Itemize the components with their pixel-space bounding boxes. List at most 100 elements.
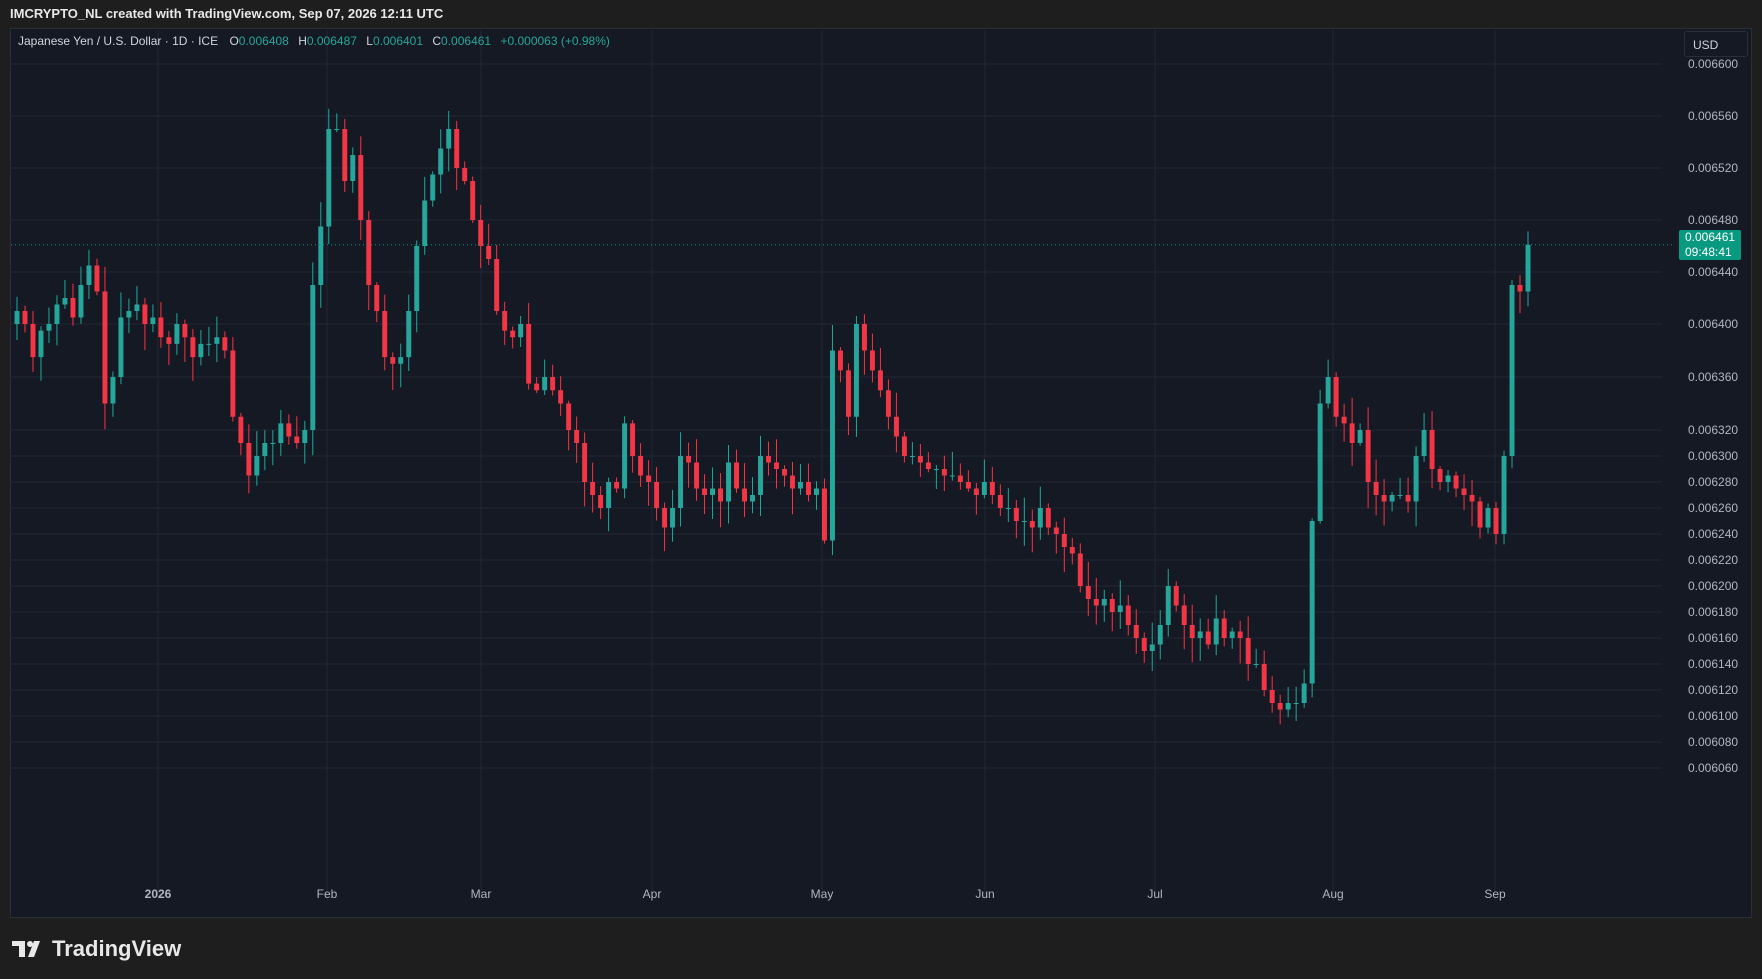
candle-body (1125, 605, 1131, 625)
candle-body (821, 488, 827, 541)
candle-body (861, 324, 867, 351)
close-value: 0.006461 (441, 34, 492, 48)
candle-body (134, 304, 140, 311)
candle-body (1133, 625, 1139, 638)
candle-body (1421, 430, 1427, 456)
candle-body (526, 324, 532, 384)
candle-body (86, 265, 92, 285)
candle-body (1237, 631, 1243, 638)
candle-body (270, 443, 276, 444)
candle-body (1453, 475, 1459, 489)
candle-body (1485, 508, 1491, 528)
candle-body (1053, 527, 1059, 534)
candle-body (1469, 495, 1475, 502)
low-label: L (366, 34, 373, 48)
x-tick-label: Sep (1484, 887, 1506, 901)
candle-body (310, 285, 316, 430)
candle-body (1357, 430, 1363, 443)
candle-body (869, 350, 875, 371)
candle-body (805, 482, 811, 495)
candle-body (214, 337, 220, 344)
candle-body (102, 291, 108, 404)
candle-body (949, 475, 955, 477)
candle-body (510, 330, 516, 338)
candle-body (1445, 475, 1451, 482)
candle-body (1429, 430, 1435, 469)
candle-body (494, 259, 500, 311)
candle-body (542, 377, 548, 391)
candle-body (446, 129, 452, 149)
tradingview-logo[interactable]: TradingView (12, 934, 181, 964)
y-tick-label: 0.006300 (1688, 449, 1738, 463)
candle-body (1165, 586, 1171, 625)
candle-body (182, 324, 188, 338)
candle-body (1309, 521, 1315, 684)
candle-body (38, 330, 44, 358)
candle-body (1325, 377, 1331, 404)
candle-body (150, 317, 156, 324)
candle-body (1397, 495, 1403, 496)
candle-body (973, 488, 979, 495)
y-tick-label: 0.006260 (1688, 501, 1738, 515)
candle-body (462, 168, 468, 181)
candle-body (734, 462, 740, 489)
change-value: +0.000063 (+0.98%) (500, 34, 610, 48)
candle-body (558, 390, 564, 404)
candle-body (1213, 618, 1219, 645)
y-tick-label: 0.006400 (1688, 317, 1738, 331)
candle-body (46, 324, 52, 331)
candle-body (750, 495, 755, 502)
candle-body (110, 377, 116, 404)
candle-body (718, 488, 724, 502)
open-label: O (229, 34, 239, 48)
candle-body (70, 298, 76, 318)
currency-button[interactable]: USD (1684, 31, 1748, 57)
y-tick-label: 0.006220 (1688, 553, 1738, 567)
candle-body (438, 148, 444, 175)
candle-body (614, 482, 620, 489)
candle-body (414, 246, 420, 311)
candle-body (598, 495, 604, 508)
candle-body (286, 423, 292, 437)
candle-body (1173, 586, 1179, 606)
candle-body (917, 456, 923, 463)
candle-body (1373, 482, 1379, 495)
candle-body (1157, 625, 1163, 645)
candle-body (1045, 508, 1051, 528)
candle-body (1229, 631, 1235, 638)
candle-body (678, 456, 684, 508)
candle-body (590, 482, 596, 495)
candle-body (997, 495, 1003, 508)
candle-body (422, 200, 428, 246)
candle-body (798, 482, 803, 489)
candle-body (1517, 285, 1523, 292)
candle-body (302, 430, 308, 443)
chart-panel[interactable] (10, 28, 1752, 918)
candle-body (1005, 508, 1011, 509)
candle-body (238, 416, 244, 443)
candle-body (941, 469, 947, 476)
candle-body (1109, 599, 1115, 612)
candle-body (278, 423, 284, 443)
y-tick-label: 0.006240 (1688, 527, 1738, 541)
candle-body (885, 390, 891, 417)
candle-body (334, 129, 340, 130)
candle-body (790, 475, 795, 489)
candle-body (845, 370, 851, 417)
candle-body (694, 462, 700, 489)
candle-body (398, 357, 404, 364)
candle-body (1149, 644, 1155, 651)
y-tick-label: 0.006440 (1688, 265, 1738, 279)
y-tick-label: 0.006280 (1688, 475, 1738, 489)
candle-body (190, 337, 196, 358)
y-tick-label: 0.006600 (1688, 57, 1738, 71)
candle-body (470, 181, 476, 220)
candle-body (1437, 469, 1443, 482)
candle-body (1269, 690, 1275, 703)
candle-body (230, 350, 236, 417)
candle-body (1013, 508, 1019, 521)
candle-body (606, 482, 612, 508)
candle-body (1069, 547, 1075, 554)
candle-body (486, 246, 492, 259)
